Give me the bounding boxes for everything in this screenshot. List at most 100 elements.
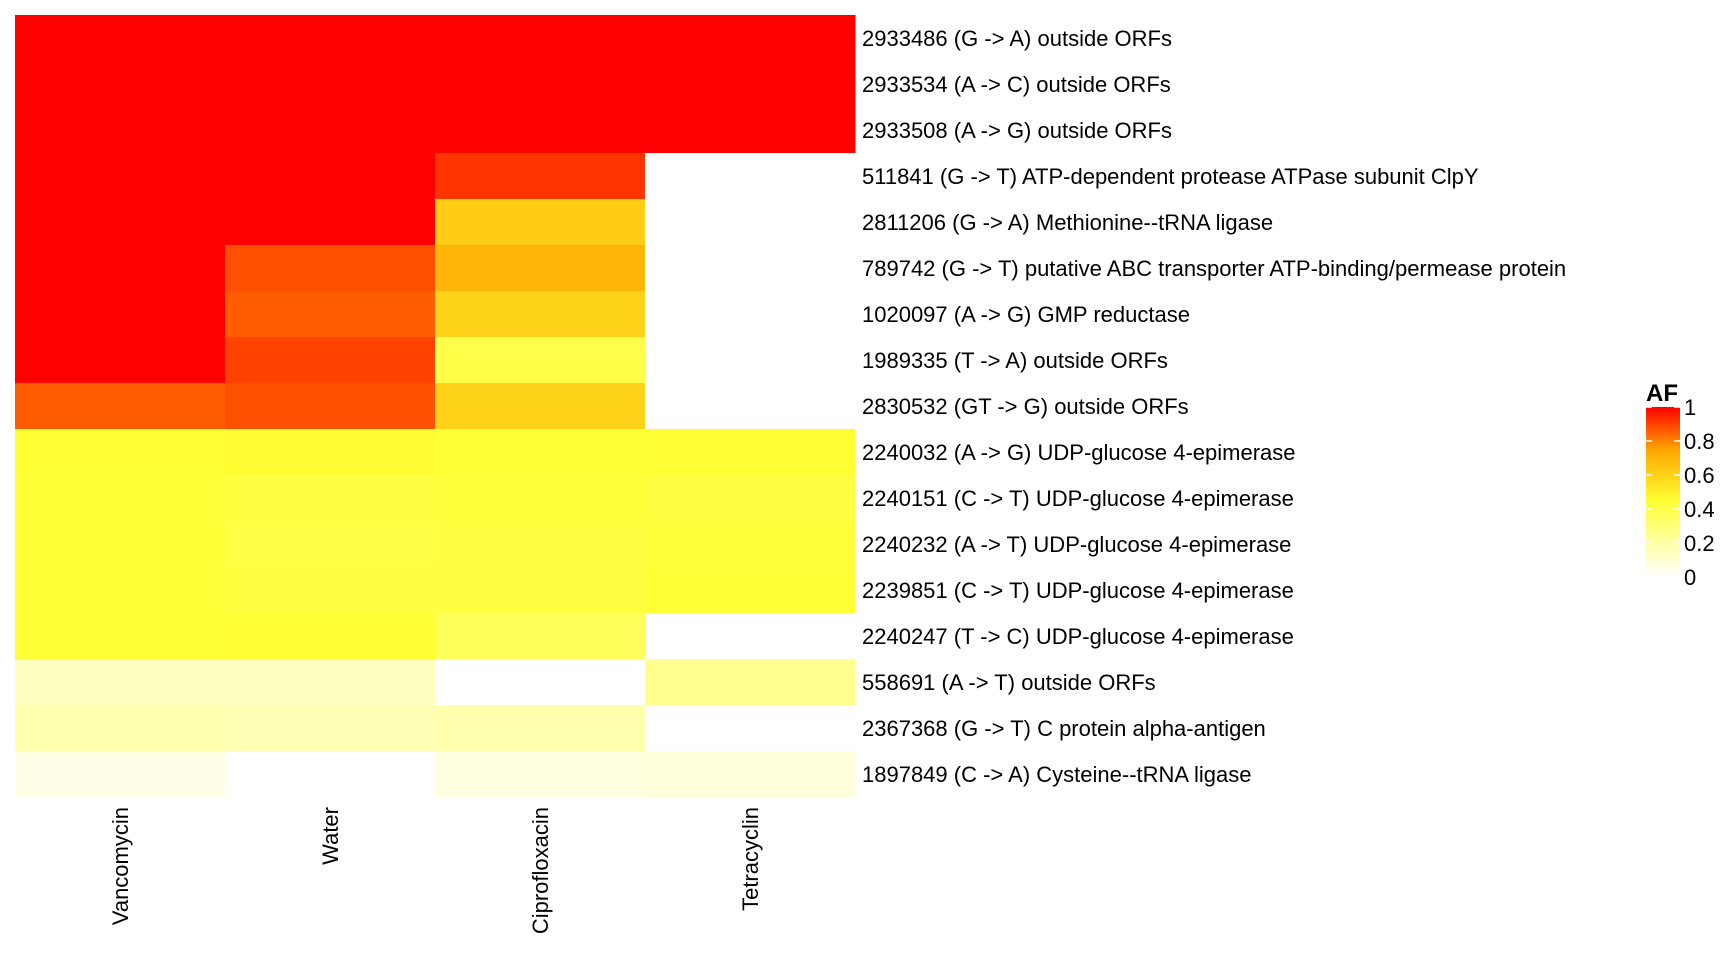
heatmap-cell — [645, 291, 856, 338]
row-label: 1989335 (T -> A) outside ORFs — [862, 348, 1168, 373]
heatmap-cell — [15, 429, 226, 476]
heatmap-cell — [225, 199, 436, 246]
heatmap-cell — [225, 659, 436, 706]
row-label: 1020097 (A -> G) GMP reductase — [862, 302, 1190, 327]
heatmap-cell — [645, 659, 856, 706]
heatmap-cell — [645, 751, 856, 798]
heatmap-cell — [225, 429, 436, 476]
heatmap-cell — [15, 337, 226, 384]
heatmap-cell — [435, 245, 646, 292]
heatmap-cell — [645, 429, 856, 476]
heatmap-cell — [645, 521, 856, 568]
row-label: 2811206 (G -> A) Methionine--tRNA ligase — [862, 210, 1273, 235]
legend-tick-label: 0.8 — [1684, 429, 1715, 454]
heatmap-cell — [15, 291, 226, 338]
heatmap-cell — [645, 61, 856, 108]
heatmap-cell — [225, 521, 436, 568]
heatmap-cell — [15, 245, 226, 292]
heatmap-cell — [435, 15, 646, 62]
heatmap-cell — [15, 61, 226, 108]
legend-tick-label: 0.4 — [1684, 497, 1715, 522]
heatmap-cell — [645, 15, 856, 62]
heatmap-cell — [435, 383, 646, 430]
heatmap-cell — [435, 107, 646, 154]
heatmap-cell — [15, 567, 226, 614]
heatmap-cell — [435, 337, 646, 384]
heatmap-cell — [15, 199, 226, 246]
row-label: 2240151 (C -> T) UDP-glucose 4-epimerase — [862, 486, 1294, 511]
row-label: 2933486 (G -> A) outside ORFs — [862, 26, 1172, 51]
legend-ticks: 1 0.8 0.6 0.4 0.2 0 — [1646, 395, 1715, 590]
heatmap-cell — [225, 613, 436, 660]
row-label: 2240032 (A -> G) UDP-glucose 4-epimerase — [862, 440, 1296, 465]
heatmap-cell — [225, 107, 436, 154]
legend-tick-label: 0.2 — [1684, 531, 1715, 556]
heatmap-cell — [435, 613, 646, 660]
heatmap-cell — [225, 61, 436, 108]
heatmap-cell — [225, 751, 436, 798]
heatmap-cell — [435, 429, 646, 476]
row-label: 2830532 (GT -> G) outside ORFs — [862, 394, 1189, 419]
row-label: 2367368 (G -> T) C protein alpha-antigen — [862, 716, 1266, 741]
heatmap-cell — [15, 107, 226, 154]
heatmap-cell — [225, 475, 436, 522]
heatmap-cell — [225, 153, 436, 200]
heatmap-cells — [15, 15, 856, 798]
heatmap-cell — [435, 199, 646, 246]
heatmap-cell — [435, 751, 646, 798]
row-label: 2240247 (T -> C) UDP-glucose 4-epimerase — [862, 624, 1294, 649]
heatmap-cell — [435, 521, 646, 568]
heatmap-cell — [645, 153, 856, 200]
legend-tick-label: 0 — [1684, 565, 1696, 590]
heatmap-cell — [225, 245, 436, 292]
heatmap-cell — [15, 751, 226, 798]
heatmap-cell — [435, 567, 646, 614]
row-label: 558691 (A -> T) outside ORFs — [862, 670, 1156, 695]
row-label: 2239851 (C -> T) UDP-glucose 4-epimerase — [862, 578, 1294, 603]
row-label: 2933534 (A -> C) outside ORFs — [862, 72, 1171, 97]
heatmap-cell — [645, 337, 856, 384]
heatmap-cell — [15, 15, 226, 62]
heatmap-cell — [435, 475, 646, 522]
heatmap-cell — [15, 613, 226, 660]
heatmap-cell — [15, 521, 226, 568]
heatmap-cell — [435, 153, 646, 200]
column-label: Water — [318, 807, 343, 865]
row-label: 789742 (G -> T) putative ABC transporter… — [862, 256, 1566, 281]
heatmap-cell — [645, 107, 856, 154]
heatmap-cell — [15, 475, 226, 522]
row-label: 511841 (G -> T) ATP-dependent protease A… — [862, 164, 1479, 189]
heatmap-cell — [225, 291, 436, 338]
heatmap-cell — [435, 291, 646, 338]
heatmap-cell — [645, 199, 856, 246]
heatmap-cell — [225, 383, 436, 430]
heatmap-cell — [15, 705, 226, 752]
column-label: Ciprofloxacin — [528, 807, 553, 934]
heatmap-cell — [225, 15, 436, 62]
heatmap-cell — [645, 705, 856, 752]
heatmap-cell — [435, 659, 646, 706]
heatmap-cell — [15, 383, 226, 430]
heatmap-cell — [15, 659, 226, 706]
heatmap-cell — [15, 153, 226, 200]
heatmap-cell — [225, 567, 436, 614]
column-labels: Vancomycin Water Ciprofloxacin Tetracyclin — [108, 807, 763, 934]
heatmap-cell — [435, 705, 646, 752]
legend-tick-label: 1 — [1684, 395, 1696, 420]
heatmap-cell — [225, 705, 436, 752]
heatmap-cell — [645, 613, 856, 660]
heatmap-cell — [645, 475, 856, 522]
heatmap-cell — [645, 567, 856, 614]
color-legend: AF 1 0.8 0.6 0.4 0.2 0 — [1646, 380, 1715, 590]
heatmap-cell — [645, 245, 856, 292]
row-label: 1897849 (C -> A) Cysteine--tRNA ligase — [862, 762, 1251, 787]
heatmap-cell — [225, 337, 436, 384]
heatmap-cell — [645, 383, 856, 430]
heatmap-cell — [435, 61, 646, 108]
legend-title: AF — [1646, 380, 1678, 407]
legend-tick-label: 0.6 — [1684, 463, 1715, 488]
column-label: Tetracyclin — [738, 807, 763, 911]
column-label: Vancomycin — [108, 807, 133, 925]
row-label: 2240232 (A -> T) UDP-glucose 4-epimerase — [862, 532, 1291, 557]
